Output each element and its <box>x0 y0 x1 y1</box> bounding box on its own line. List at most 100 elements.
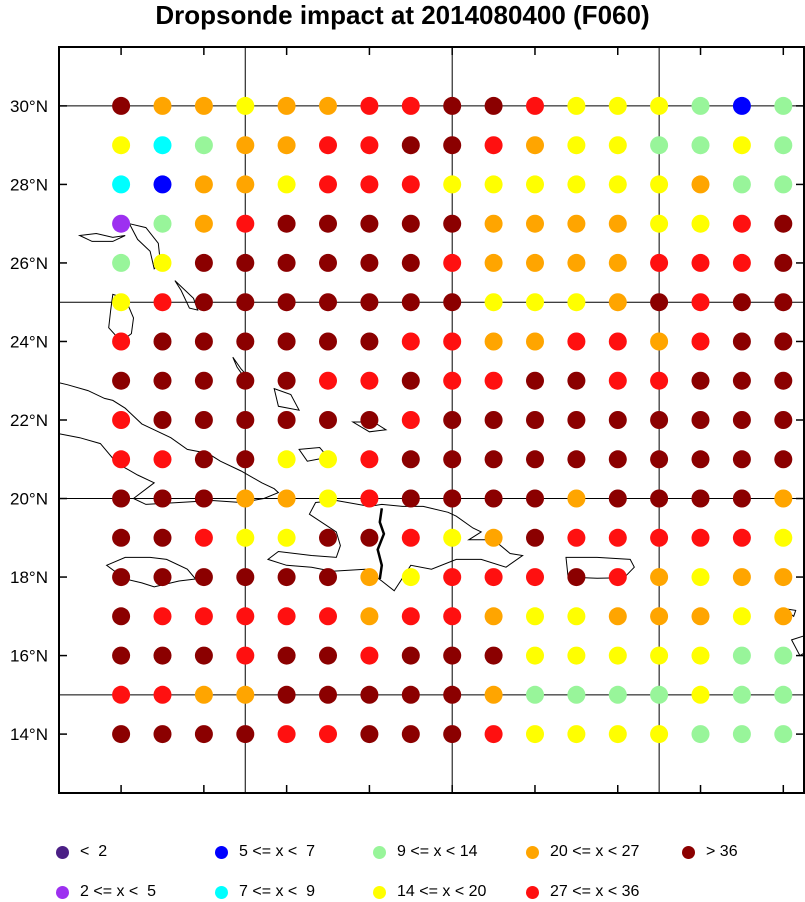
y-tick-label: 26°N <box>10 254 48 273</box>
grid-point <box>484 450 503 469</box>
grid-point <box>112 489 131 508</box>
grid-point <box>319 489 337 508</box>
grid-point <box>277 489 296 508</box>
legend-label: 14 <= x < 20 <box>397 883 487 900</box>
grid-point-layer <box>112 96 793 744</box>
grid-point <box>774 136 793 155</box>
grid-point <box>774 411 793 429</box>
grid-point <box>277 725 296 744</box>
grid-point <box>112 568 131 587</box>
coastline-eleuthera <box>174 280 199 311</box>
legend-swatch <box>56 885 69 899</box>
grid-point <box>277 568 296 587</box>
grid-point <box>443 568 462 587</box>
grid-point <box>567 568 586 587</box>
grid-point <box>360 253 379 272</box>
grid-point <box>484 411 503 429</box>
grid-point <box>526 371 544 390</box>
grid-point <box>608 175 627 194</box>
grid-point <box>484 253 503 272</box>
grid-point <box>277 450 296 469</box>
grid-point <box>608 646 627 665</box>
legend-label: < 2 <box>80 843 108 860</box>
legend-item: 27 <= x < 36 <box>526 882 639 902</box>
grid-point <box>732 685 751 704</box>
grid-point <box>774 489 793 508</box>
legend-label: 27 <= x < 36 <box>550 883 640 900</box>
grid-point <box>401 175 420 194</box>
grid-point <box>401 646 420 665</box>
grid-point <box>732 371 751 390</box>
grid-point <box>774 450 793 469</box>
grid-point <box>277 136 296 155</box>
grid-point <box>153 411 172 429</box>
grid-point <box>774 253 793 272</box>
grid-point <box>526 253 544 272</box>
grid-point <box>319 332 337 351</box>
grid-point <box>526 685 544 704</box>
grid-point <box>567 293 586 312</box>
grid-point <box>484 685 503 704</box>
grid-point <box>153 450 172 469</box>
grid-point <box>774 685 793 704</box>
grid-point <box>194 253 213 272</box>
grid-point <box>650 411 669 429</box>
grid-point <box>567 332 586 351</box>
grid-point <box>774 293 793 312</box>
grid-point <box>691 528 710 547</box>
grid-point <box>319 253 337 272</box>
grid-point <box>691 685 710 704</box>
grid-point <box>153 253 172 272</box>
grid-point <box>732 646 751 665</box>
grid-point <box>484 293 503 312</box>
grid-point <box>236 136 255 155</box>
grid-point <box>236 214 255 233</box>
grid-point <box>567 96 586 115</box>
grid-point <box>401 725 420 744</box>
grid-point <box>732 607 751 626</box>
grid-point <box>236 175 255 194</box>
grid-point <box>360 685 379 704</box>
grid-point <box>236 96 255 115</box>
grid-point <box>112 528 131 547</box>
y-tick-label: 18°N <box>10 568 48 587</box>
grid-point <box>401 528 420 547</box>
grid-point <box>236 332 255 351</box>
grid-point <box>194 450 213 469</box>
grid-point <box>691 725 710 744</box>
grid-point <box>567 175 586 194</box>
grid-point <box>153 175 172 194</box>
legend-item: > 36 <box>682 842 738 862</box>
grid-point <box>277 528 296 547</box>
grid-point <box>360 646 379 665</box>
grid-point <box>691 607 710 626</box>
grid-point <box>153 96 172 115</box>
grid-point <box>443 253 462 272</box>
grid-point <box>194 685 213 704</box>
grid-point <box>484 528 503 547</box>
grid-point <box>194 607 213 626</box>
grid-point <box>112 411 131 429</box>
grid-point <box>484 371 503 390</box>
grid-point <box>401 253 420 272</box>
tick-layer: 78°W76°W74°W72°W70°W68°W66°W64°W62°W14°N… <box>10 47 804 793</box>
legend-item: < 2 <box>56 842 107 862</box>
haiti-dr-border <box>376 508 386 580</box>
grid-point <box>608 371 627 390</box>
coastline-grand-bahama <box>77 232 126 242</box>
coastline-cuba <box>59 382 280 505</box>
grid-point <box>360 568 379 587</box>
grid-point <box>732 214 751 233</box>
grid-point <box>443 136 462 155</box>
grid-point <box>236 371 255 390</box>
grid-point <box>774 568 793 587</box>
grid-point <box>319 528 337 547</box>
grid-point <box>194 489 213 508</box>
legend-swatch <box>373 845 386 859</box>
grid-point <box>526 489 544 508</box>
grid-point <box>360 136 379 155</box>
grid-point <box>194 725 213 744</box>
grid-point <box>112 646 131 665</box>
grid-point <box>608 568 627 587</box>
grid-point <box>691 293 710 312</box>
